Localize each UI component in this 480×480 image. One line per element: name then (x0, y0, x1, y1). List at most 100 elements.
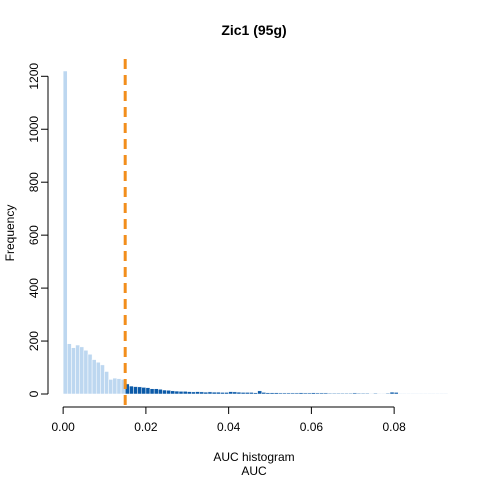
y-tick-label: 0 (27, 390, 41, 397)
histogram-bar (323, 392, 329, 395)
histogram-bar (83, 350, 89, 395)
histogram-bar (307, 392, 312, 395)
histogram-bar (71, 347, 76, 395)
histogram-bar (261, 392, 267, 395)
histogram-bar (141, 387, 147, 395)
histogram-bar (344, 392, 349, 395)
histogram-bar (236, 391, 242, 395)
histogram-bar (294, 392, 300, 395)
histogram-bar (228, 391, 234, 395)
histogram-bar (191, 391, 196, 395)
histogram-bar (385, 392, 391, 395)
histogram-bar (418, 393, 424, 395)
y-axis-label: Frequency (3, 205, 17, 262)
histogram-bar (431, 393, 436, 395)
histogram-bar (356, 392, 362, 395)
histogram-bar (203, 391, 209, 395)
y-tick-label: 400 (27, 278, 41, 298)
histogram-bar (422, 393, 428, 395)
histogram-bar (116, 378, 122, 395)
histogram-bar (244, 392, 250, 395)
y-tick-label: 800 (27, 172, 41, 192)
y-axis: 0 200 400 600 800 1000 1200 (27, 63, 49, 397)
histogram-bar (319, 392, 325, 395)
histogram-bar (360, 392, 366, 395)
histogram-bar (104, 371, 109, 395)
histogram-bar (75, 344, 80, 395)
histogram-bar (398, 393, 403, 395)
histogram-bar (170, 390, 176, 395)
histogram-bar (340, 392, 345, 395)
histogram-bar (402, 393, 407, 395)
histogram-bar (331, 392, 337, 395)
histogram-bar (269, 392, 275, 395)
histogram-bar (95, 361, 101, 395)
histogram-bar (199, 391, 205, 395)
histogram-bar (273, 392, 279, 395)
y-tick-label: 600 (27, 225, 41, 245)
histogram-bar (207, 391, 213, 395)
histogram-bar (187, 391, 192, 395)
x-tick-label: 0.06 (300, 420, 324, 434)
histogram-bar (257, 390, 262, 395)
histogram-bar (426, 393, 432, 395)
x-tick-label: 0.02 (134, 420, 158, 434)
histogram-bar (406, 393, 411, 395)
histogram-bar (224, 392, 229, 395)
histogram-bar (302, 392, 308, 395)
x-tick-label: 0.04 (217, 420, 241, 434)
histogram-bar (108, 379, 114, 395)
histogram-bar (149, 388, 155, 395)
y-tick-label: 1000 (27, 116, 41, 143)
histogram-bars (62, 70, 449, 395)
y-tick-label: 200 (27, 331, 41, 351)
chart-title: Zic1 (95g) (221, 22, 286, 38)
histogram-bar (393, 392, 399, 395)
histogram-bar (79, 346, 85, 395)
histogram-bar (410, 393, 416, 395)
histogram-bar (315, 392, 320, 395)
x-axis-label-secondary: AUC (241, 464, 267, 478)
histogram-bar (414, 393, 420, 395)
histogram-bar (435, 393, 440, 395)
histogram-bar (369, 393, 374, 395)
histogram-bar (129, 385, 134, 395)
histogram-bar (178, 391, 184, 395)
histogram-bar (240, 392, 246, 395)
histogram-bar (286, 392, 291, 395)
histogram-bar (100, 364, 105, 395)
x-tick-label: 0.08 (382, 420, 406, 434)
histogram-bar (381, 393, 387, 395)
histogram-bar (443, 393, 449, 395)
histogram-bar (174, 390, 180, 395)
histogram-bar (162, 389, 167, 395)
histogram-bar (389, 391, 395, 395)
histogram-bar (91, 359, 97, 395)
histogram-bar (137, 386, 143, 395)
histogram-bar (298, 392, 304, 395)
histogram-bar (282, 392, 287, 395)
histogram-bar (182, 391, 188, 395)
histogram-bar (145, 387, 151, 395)
histogram-bar (364, 392, 370, 395)
histogram-bar (158, 388, 163, 395)
histogram-bar (290, 392, 296, 395)
x-axis: 0.00 0.02 0.04 0.06 0.08 (51, 406, 406, 434)
histogram-bar (232, 391, 238, 395)
histogram-bar (112, 377, 118, 395)
histogram-bar (327, 392, 333, 395)
x-axis-label: AUC histogram (213, 450, 294, 464)
histogram-bar (253, 392, 258, 395)
histogram-bar (62, 70, 68, 395)
x-tick-label: 0.00 (51, 420, 75, 434)
histogram-bar (278, 392, 283, 395)
histogram-bar (335, 392, 341, 395)
histogram-bar (220, 392, 225, 395)
histogram-bar (348, 392, 354, 395)
histogram-bar (249, 392, 254, 395)
histogram-bar (211, 391, 217, 395)
histogram-bar (439, 393, 445, 395)
histogram-bar (166, 390, 171, 395)
histogram-bar (265, 392, 271, 395)
histogram-bar (377, 393, 382, 395)
